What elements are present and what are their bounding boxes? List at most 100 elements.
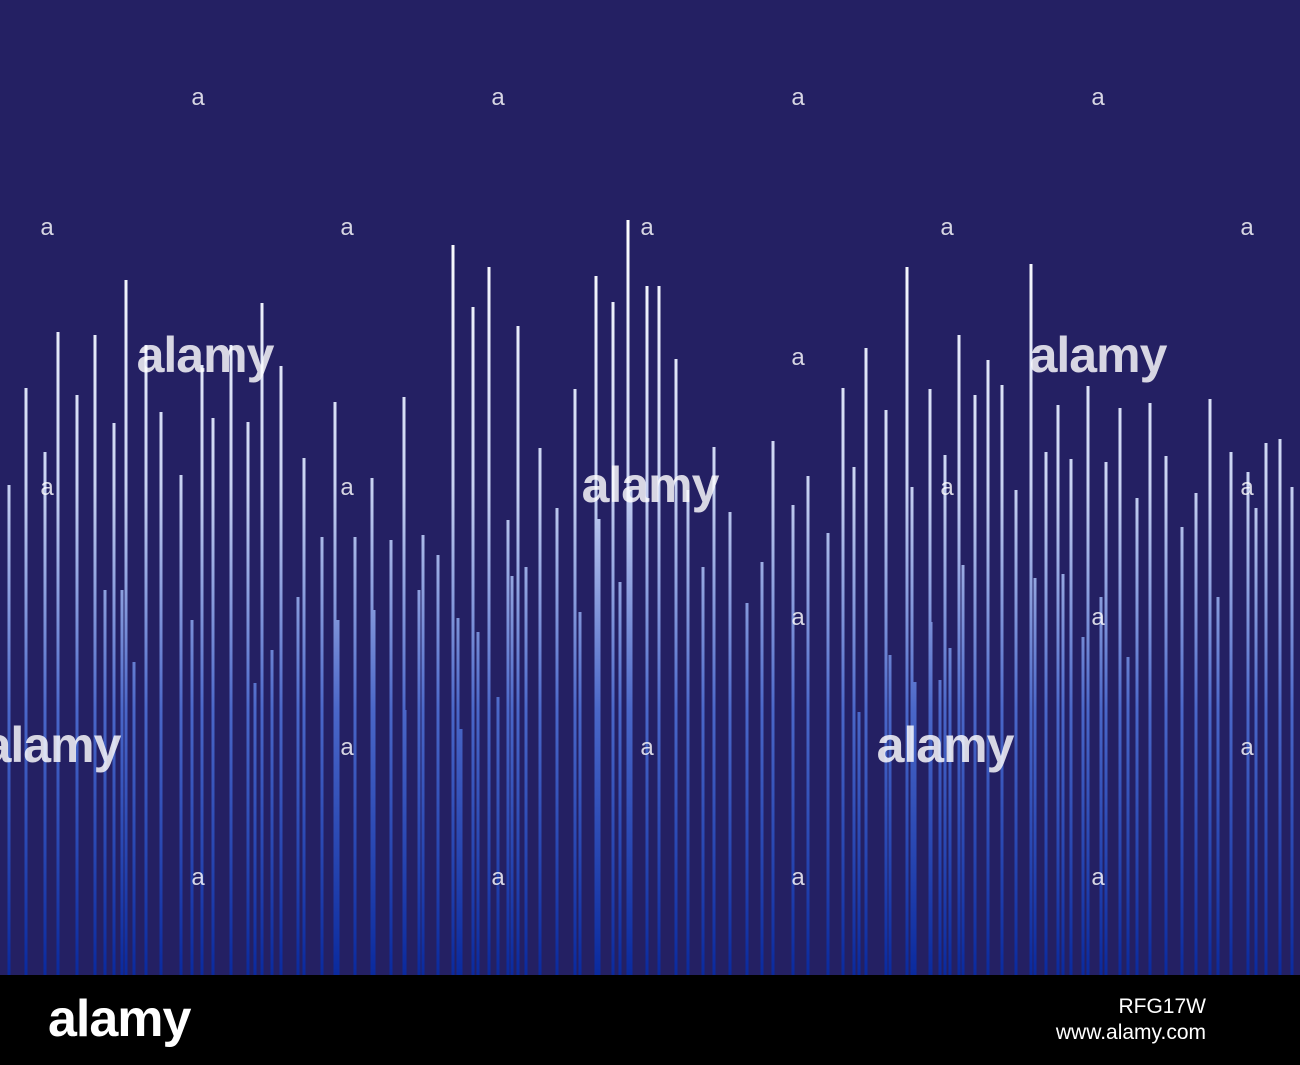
vertical-line	[296, 597, 300, 975]
watermark-small: a	[1091, 864, 1105, 891]
vertical-line	[320, 537, 324, 975]
watermark-small: a	[191, 864, 205, 891]
vertical-line	[75, 395, 79, 975]
vertical-line	[538, 448, 542, 975]
vertical-line	[948, 648, 952, 975]
vertical-line	[253, 683, 257, 975]
vertical-line	[791, 505, 795, 975]
vertical-line	[43, 452, 47, 975]
vertical-line	[421, 535, 425, 975]
vertical-line	[1126, 657, 1130, 975]
vertical-line	[1086, 386, 1090, 975]
vertical-line	[1194, 493, 1198, 975]
vertical-line	[211, 597, 215, 975]
vertical-line	[555, 508, 559, 975]
vertical-line	[1278, 439, 1282, 975]
vertical-line	[246, 422, 250, 975]
vertical-line	[1099, 597, 1103, 975]
watermark-small: a	[940, 474, 954, 501]
vertical-line	[1104, 462, 1108, 975]
vertical-line	[806, 476, 810, 975]
vertical-line	[1246, 472, 1250, 975]
vertical-line	[144, 345, 148, 975]
vertical-line	[618, 582, 622, 975]
footer-logo: alamy	[48, 990, 191, 1048]
vertical-line	[200, 365, 204, 975]
vertical-line	[402, 397, 406, 975]
vertical-line	[260, 303, 264, 975]
vertical-line	[1056, 405, 1060, 975]
vertical-line	[938, 680, 942, 975]
vertical-line	[510, 576, 514, 975]
vertical-line	[1044, 452, 1048, 975]
vertical-line	[745, 603, 749, 975]
vertical-line	[417, 590, 421, 975]
watermark-small: a	[340, 474, 354, 501]
vertical-line	[459, 729, 463, 975]
vertical-line	[1000, 385, 1004, 975]
vertical-line	[594, 276, 598, 975]
watermark-small: a	[1091, 604, 1105, 631]
watermark-small: a	[1240, 474, 1254, 501]
vertical-line	[436, 655, 440, 975]
watermark-small: a	[791, 864, 805, 891]
watermark-small: a	[1240, 734, 1254, 761]
vertical-line	[629, 490, 633, 975]
vertical-line	[1216, 597, 1220, 975]
watermark-small: a	[40, 474, 54, 501]
vertical-line	[389, 540, 393, 975]
vertical-line	[372, 610, 376, 975]
vertical-line	[841, 388, 845, 975]
vertical-line	[56, 332, 60, 975]
watermark-logo: alamy	[582, 457, 720, 513]
vertical-line	[760, 562, 764, 975]
vertical-line	[1180, 527, 1184, 975]
vertical-line	[1208, 399, 1212, 975]
site-url: www.alamy.com	[1055, 1021, 1206, 1044]
vertical-line	[1264, 443, 1268, 975]
watermark-small: a	[491, 84, 505, 111]
vertical-line	[686, 490, 690, 975]
vertical-line	[712, 447, 716, 975]
vertical-line	[573, 389, 577, 975]
watermark-small: a	[1091, 84, 1105, 111]
watermark-small: a	[340, 734, 354, 761]
vertical-line	[1135, 498, 1139, 975]
watermark-small: a	[340, 214, 354, 241]
vertical-line	[403, 710, 407, 975]
watermark-logo: alamy	[877, 717, 1015, 773]
vertical-line	[864, 348, 868, 975]
vertical-line	[179, 475, 183, 975]
vertical-line	[728, 512, 732, 975]
vertical-line	[943, 455, 947, 975]
vertical-line	[910, 487, 914, 975]
vertical-line	[471, 307, 475, 975]
vertical-line	[132, 662, 136, 975]
vertical-line	[120, 590, 124, 975]
vertical-line	[701, 567, 705, 975]
vertical-lines	[7, 220, 1294, 975]
vertical-line	[771, 441, 775, 975]
watermarks: a a a a a a a a a a a a a a a a a a a a a a a alamy alamy alamy al…	[0, 84, 1254, 891]
vertical-line	[516, 326, 520, 975]
vertical-line	[336, 620, 340, 975]
watermark-small: a	[491, 864, 505, 891]
vertical-line	[857, 712, 861, 975]
vertical-line	[456, 618, 460, 975]
vertical-line	[506, 520, 510, 975]
vertical-line	[353, 537, 357, 975]
watermark-small: a	[791, 84, 805, 111]
vertical-line	[1061, 574, 1065, 975]
vertical-line	[884, 410, 888, 975]
vertical-line	[1118, 408, 1122, 975]
vertical-line	[657, 286, 661, 975]
vertical-line	[1148, 403, 1152, 975]
vertical-line	[302, 458, 306, 975]
vertical-line	[487, 267, 491, 975]
vertical-line	[1290, 487, 1294, 975]
vertical-line	[103, 590, 107, 975]
vertical-line	[1029, 264, 1033, 975]
vertical-line	[826, 533, 830, 975]
watermark-small: a	[791, 604, 805, 631]
